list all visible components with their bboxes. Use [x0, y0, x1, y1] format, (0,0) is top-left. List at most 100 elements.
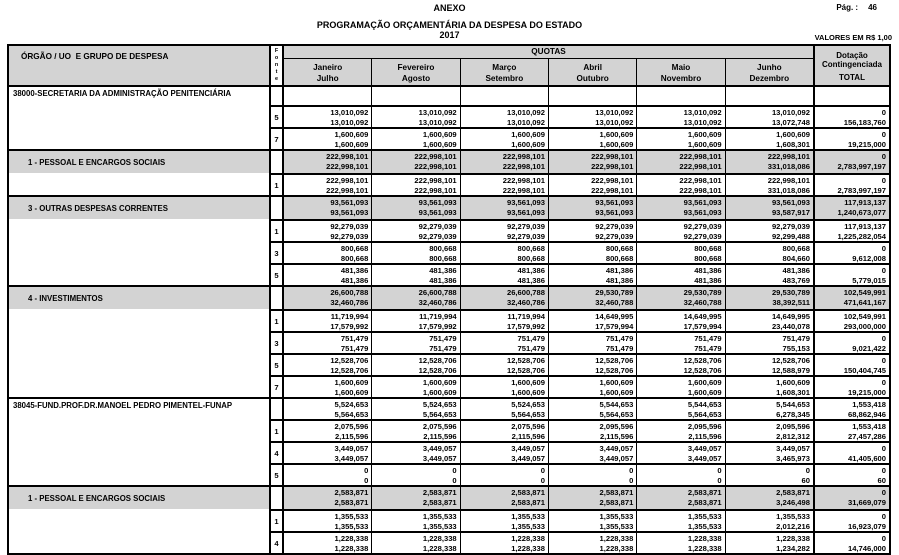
value-line: 19,215,000 [847, 388, 886, 397]
value-cell: 93,561,093 93,587,917 [724, 195, 813, 219]
value-cell: 2,075,596 2,115,596 [284, 419, 372, 441]
value-line: 12,528,706 [595, 356, 634, 365]
value-line: 800,668 [340, 254, 369, 263]
value-line: 222,998,101 [414, 162, 457, 171]
value-cell: 1,600,609 1,608,301 [724, 127, 813, 149]
value-cell: 1,355,533 1,355,533 [284, 509, 372, 531]
value-line: Dezembro [749, 74, 790, 83]
value-line: 2,095,596 [776, 422, 810, 431]
value-cell: 800,668 800,668 [371, 241, 460, 263]
value-line: 1,355,533 [334, 522, 369, 531]
value-line: 5,564,653 [334, 410, 369, 419]
table-row: 1 - PESSOAL E ENCARGOS SOCIAIS 222,998,10… [9, 149, 889, 173]
row-label [9, 219, 269, 241]
value-line: 2,583,871 [599, 498, 634, 507]
value-line: 2,583,871 [687, 498, 722, 507]
value-cell: 12,528,706 12,528,706 [547, 353, 637, 375]
value-line: 0 [881, 512, 886, 521]
value-line: 1,228,338 [422, 544, 457, 553]
total-cell: 1,553,418 27,457,286 [813, 419, 889, 441]
value-line: 38,392,511 [772, 298, 810, 307]
value-cell: 2,583,871 2,583,871 [459, 485, 548, 509]
value-line: 222,998,101 [502, 152, 545, 161]
value-line: 2,095,596 [599, 422, 634, 431]
value-line: 92,279,039 [418, 222, 457, 231]
value-line: 3,449,057 [776, 444, 810, 453]
value-cells: 222,998,101 222,998,101 222,998,101 222,998… [284, 173, 813, 195]
value-cell: 222,998,101 222,998,101 [284, 149, 372, 173]
fonte-cell [269, 285, 284, 309]
value-line: 1,228,338 [511, 534, 545, 543]
value-line: 3,246,498 [776, 498, 810, 507]
value-line: 751,479 [605, 344, 634, 353]
value-line: 13,010,092 [418, 108, 457, 117]
table-row: 1 2,075,596 2,115,596 2,075,596 2,115,596 2,0… [9, 419, 889, 441]
value-line: Agosto [401, 74, 431, 83]
value-cell: 2,095,596 2,812,312 [724, 419, 813, 441]
value-line: 804,660 [782, 254, 810, 263]
value-line: 1,600,609 [687, 130, 722, 139]
total-cell: 0 150,404,745 [813, 353, 889, 375]
value-line: 2,095,596 [687, 422, 722, 431]
value-line: 2,583,871 [334, 498, 369, 507]
value-cell: 2,095,596 2,115,596 [547, 419, 637, 441]
value-line: 751,479 [429, 344, 457, 353]
value-line: 2,115,596 [688, 432, 722, 441]
value-line: 222,998,101 [679, 162, 722, 171]
value-cell: 222,998,101 222,998,101 [284, 173, 372, 195]
value-line: 2,583,871 [422, 498, 457, 507]
value-cells: 3,449,057 3,449,057 3,449,057 3,449,057 3,44… [284, 441, 813, 463]
value-line: 1,600,609 [511, 140, 545, 149]
table-row: 38000-SECRETARIA DA ADMINISTRAÇÃO PENITE… [9, 87, 889, 105]
value-cell: 5,524,653 5,564,653 [284, 397, 372, 419]
row-label [9, 105, 269, 127]
value-cells: 481,386 481,386 481,386 481,386 481,386 481,3… [284, 263, 813, 285]
value-line: 27,457,286 [847, 432, 886, 441]
value-line: 12,528,706 [595, 366, 634, 375]
value-line: 222,998,101 [679, 152, 722, 161]
value-line: 5,779,015 [852, 276, 886, 285]
value-line: 0 [540, 466, 545, 475]
value-line: 92,279,039 [506, 222, 545, 231]
value-cell: 0 60 [724, 463, 813, 485]
value-cell: 3,449,057 3,449,057 [459, 441, 548, 463]
value-cell: 93,561,093 93,561,093 [636, 195, 725, 219]
value-line: 13,010,092 [418, 118, 457, 127]
total-cell: 117,913,137 1,240,673,077 [813, 195, 889, 219]
values-unit-note: VALORES EM R$ 1,00 [814, 33, 892, 42]
value-cell: 92,279,039 92,279,039 [284, 219, 372, 241]
value-cell: 481,386 483,769 [724, 263, 813, 285]
fonte-cell [269, 149, 284, 173]
row-label: 1 - PESSOAL E ENCARGOS SOCIAIS [9, 149, 269, 173]
fonte-cell: 5 [269, 105, 284, 127]
value-line: 13,010,092 [771, 108, 810, 117]
value-line: 0 [881, 444, 886, 453]
month-header: Junho Dezembro [724, 59, 813, 85]
value-line: 93,561,093 [330, 208, 369, 217]
value-cell: 1,228,338 1,228,338 [284, 531, 372, 553]
value-cell [459, 87, 548, 105]
value-line: 800,668 [517, 244, 545, 253]
total-cell: 0 16,923,079 [813, 509, 889, 531]
value-line: 17,579,992 [418, 322, 457, 331]
value-line: 2,583,871 [599, 488, 634, 497]
value-line: 1,355,533 [687, 522, 722, 531]
value-line: 68,862,946 [847, 410, 886, 419]
value-line: 13,010,092 [683, 118, 722, 127]
table-row: 1 11,719,994 17,579,992 11,719,994 17,579,99… [9, 309, 889, 331]
fonte-cell: 1 [269, 419, 284, 441]
value-line: 222,998,101 [326, 152, 369, 161]
value-line: 2,115,596 [423, 432, 457, 441]
value-line: 93,561,093 [506, 208, 545, 217]
value-cell: 1,600,609 1,600,609 [284, 127, 372, 149]
value-cells: 800,668 800,668 800,668 800,668 800,668 800,6… [284, 241, 813, 263]
value-line: 222,998,101 [326, 176, 369, 185]
value-line: 29,530,789 [771, 288, 810, 297]
value-line: Setembro [485, 74, 524, 83]
value-line: 471,641,167 [843, 298, 886, 307]
month-headers: Janeiro Julho Fevereiro Agosto Março Setembro… [284, 59, 813, 85]
value-cell: 1,600,609 1,600,609 [459, 127, 548, 149]
month-header: Março Setembro [459, 59, 548, 85]
